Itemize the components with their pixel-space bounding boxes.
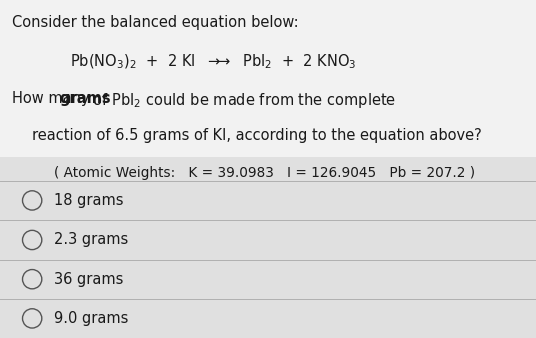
Text: 9.0 grams: 9.0 grams — [54, 311, 128, 326]
Text: 2.3 grams: 2.3 grams — [54, 233, 128, 247]
Text: Pb(NO$_3$)$_2$  +  2 KI  $\mathsf{\rightarrow\!\!\!\rightarrow}$  PbI$_2$  +  2 : Pb(NO$_3$)$_2$ + 2 KI $\mathsf{\rightarr… — [70, 52, 356, 71]
Text: ( Atomic Weights:   K = 39.0983   I = 126.9045   Pb = 207.2 ): ( Atomic Weights: K = 39.0983 I = 126.90… — [54, 166, 475, 179]
Bar — [0, 157, 536, 338]
Text: of PbI$_2$ could be made from the complete: of PbI$_2$ could be made from the comple… — [88, 91, 397, 110]
Text: 36 grams: 36 grams — [54, 272, 123, 287]
Text: reaction of 6.5 grams of KI, according to the equation above?: reaction of 6.5 grams of KI, according t… — [32, 128, 482, 143]
Text: grams: grams — [59, 91, 110, 106]
Text: How many: How many — [12, 91, 94, 106]
Text: 18 grams: 18 grams — [54, 193, 123, 208]
Bar — [0, 0, 536, 157]
Text: Consider the balanced equation below:: Consider the balanced equation below: — [12, 15, 299, 30]
